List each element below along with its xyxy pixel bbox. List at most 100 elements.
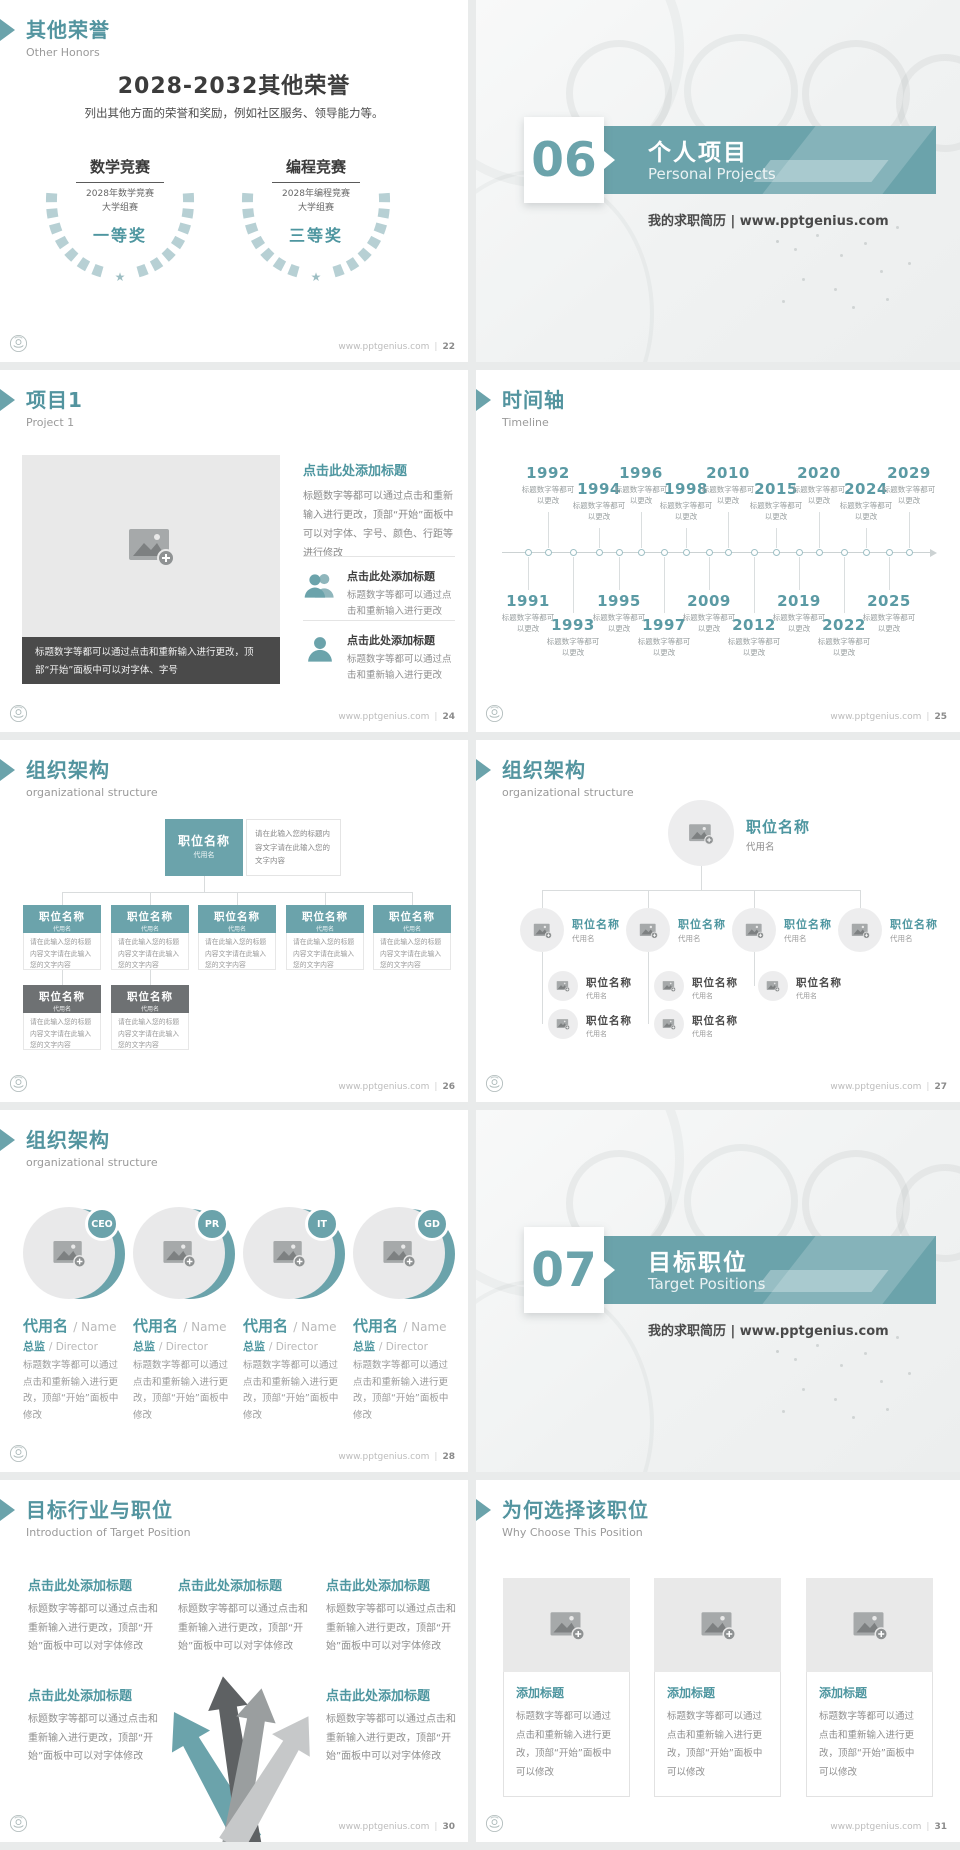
block-body: 标题数字等都可以通过点击和重新输入进行更改，顶部“开始”面板中可以对字体修改 [326, 1604, 456, 1652]
footer-site: www.pptgenius.com [830, 1822, 922, 1832]
header-title: 组织架构 [26, 758, 110, 782]
award-prize: 一等奖 [92, 226, 147, 245]
connector-line [542, 890, 543, 908]
slide-footer: www.pptgenius.com | 31 [830, 1822, 947, 1832]
role-name: 代用名 / Name [133, 1317, 227, 1335]
timeline-year: 1996 [619, 464, 663, 482]
header-subtitle: Timeline [502, 416, 549, 429]
info-card[interactable]: 添加标题 标题数字等都可以通过点击和重新输入进行更改，顶部“开始”面板中可以修改 [503, 1578, 630, 1798]
connector-line [62, 892, 63, 905]
item-body: 标题数字等都可以通过点击和重新输入进行更改 [347, 654, 452, 682]
section-tagline: 我的求职简历 | www.pptgenius.com [648, 1324, 889, 1339]
org-photo-node[interactable] [668, 800, 734, 866]
connector-line [150, 970, 151, 985]
role-post: 总监 / Director [133, 1340, 208, 1353]
image-placeholder [503, 1578, 630, 1672]
image-placeholder-icon [549, 1609, 585, 1641]
slide-org-structure-boxes[interactable]: 组织架构 organizational structure 职位名称 代用名 请… [0, 740, 468, 1102]
org-photo-node[interactable] [732, 908, 776, 952]
footer-page-number: 25 [934, 712, 947, 722]
footer-page-number: 30 [442, 1822, 455, 1832]
header-subtitle: organizational structure [26, 786, 158, 799]
slide-header: 组织架构 organizational structure [0, 1124, 158, 1169]
timeline-caption: 标题数字等都可以更改 [546, 637, 600, 658]
slide-header: 时间轴 Timeline [476, 384, 565, 429]
project-feature-item: 点击此处添加标题 标题数字等都可以通过点击和重新输入进行更改 [303, 568, 455, 620]
org-node-title: 职位名称 [586, 1015, 632, 1027]
org-node-label: 职位名称 代用名 [890, 916, 938, 944]
org-node-title: 职位名称 [678, 918, 726, 931]
header-arrow-icon [0, 1499, 15, 1521]
info-card[interactable]: 添加标题 标题数字等都可以通过点击和重新输入进行更改，顶部“开始”面板中可以修改 [654, 1578, 781, 1798]
role-avatar[interactable]: GD [353, 1207, 455, 1299]
info-card[interactable]: 添加标题 标题数字等都可以通过点击和重新输入进行更改，顶部“开始”面板中可以修改 [806, 1578, 933, 1798]
footer-site: www.pptgenius.com [338, 1082, 430, 1092]
slide-section-06[interactable]: 06 个人项目 Personal Projects 我的求职简历 | www.p… [476, 0, 960, 362]
timeline-caption: 标题数字等都可以更改 [792, 485, 846, 506]
image-placeholder[interactable] [22, 455, 280, 637]
timeline-year: 2020 [797, 464, 841, 482]
slide-target-position[interactable]: 目标行业与职位 Introduction of Target Position … [0, 1480, 468, 1842]
award-prize: 三等奖 [288, 226, 343, 245]
org-photo-node[interactable] [758, 971, 788, 1001]
item-heading: 点击此处添加标题 [347, 634, 435, 647]
org-node: 职位名称 代用名 请在此输入您的标题内容文字请在此输入您的文字内容 [286, 905, 364, 970]
honors-description: 列出其他方面的荣誉和奖励，例如社区服务、领导能力等。 [84, 106, 384, 120]
org-photo-node[interactable] [520, 908, 564, 952]
timeline-year: 1997 [642, 616, 686, 634]
timeline-dot [840, 549, 848, 556]
org-node-title: 职位名称 [796, 977, 842, 989]
role-post: 总监 / Director [23, 1340, 98, 1353]
footer-site: www.pptgenius.com [830, 712, 922, 722]
role-name: 代用名 / Name [353, 1317, 447, 1335]
slide-header: 项目1 Project 1 [0, 384, 83, 429]
role-name: 代用名 / Name [23, 1317, 117, 1335]
slide-project-1[interactable]: 项目1 Project 1 标题数字等都可以通过点击和重新输入进行更改，顶部“开… [0, 370, 468, 732]
block-body: 标题数字等都可以通过点击和重新输入进行更改，顶部“开始”面板中可以对字体修改 [178, 1604, 308, 1652]
image-placeholder-icon [745, 922, 764, 939]
org-node: 职位名称 代用名 请在此输入您的标题内容文字请在此输入您的文字内容 [198, 905, 276, 970]
card-body: 标题数字等都可以通过点击和重新输入进行更改，顶部“开始”面板中可以修改 [819, 1711, 915, 1778]
org-photo-node[interactable] [838, 908, 882, 952]
slide-header: 组织架构 organizational structure [476, 754, 634, 799]
slide-other-honors[interactable]: 其他荣誉 Other Honors 2028-2032其他荣誉 列出其他方面的荣… [0, 0, 468, 362]
role-avatar[interactable]: PR [133, 1207, 235, 1299]
org-node-title: 职位名称 [692, 1015, 738, 1027]
org-photo-node[interactable] [548, 1009, 578, 1039]
org-node-title: 职位名称 [214, 911, 260, 923]
org-photo-node[interactable] [654, 971, 684, 1001]
org-photo-node[interactable] [626, 908, 670, 952]
connector-line [204, 876, 205, 892]
role-avatar[interactable]: IT [243, 1207, 345, 1299]
role-avatar[interactable]: CEO [23, 1207, 125, 1299]
decor-world-map-dots [776, 240, 779, 243]
slide-org-structure-photos[interactable]: 组织架构 organizational structure 职位名称 代用名 职位… [476, 740, 960, 1102]
brand-logo [9, 1444, 28, 1463]
slide-footer: www.pptgenius.com | 24 [338, 712, 455, 722]
slide-why-choose[interactable]: 为何选择该职位 Why Choose This Position 添加标题 标题数… [476, 1480, 960, 1842]
connector-line [860, 890, 861, 908]
org-node: 职位名称 代用名 请在此输入您的标题内容文字请在此输入您的文字内容 [373, 905, 451, 970]
header-arrow-icon [0, 19, 15, 41]
slide-section-07[interactable]: 07 目标职位 Target Positions 我的求职简历 | www.pp… [476, 1110, 960, 1472]
org-node-sub: 代用名 [572, 934, 595, 943]
slide-timeline[interactable]: 时间轴 Timeline 1991 标题数字等都可以更改 1992 标题数字等都可以… [476, 370, 960, 732]
timeline-year: 2022 [822, 616, 866, 634]
brand-logo [9, 704, 28, 723]
banner-stripe [753, 1270, 889, 1292]
org-node-label: 职位名称 代用名 [784, 916, 832, 944]
timeline-caption: 标题数字等都可以更改 [572, 501, 626, 522]
brand-logo [485, 704, 504, 723]
honors-main-title: 2028-2032其他荣誉 [117, 74, 351, 99]
slide-org-structure-roles[interactable]: 组织架构 organizational structure CEO PR IT … [0, 1110, 468, 1472]
banner-notch-icon [604, 1261, 615, 1279]
footer-site: www.pptgenius.com [338, 1822, 430, 1832]
image-placeholder-icon [662, 1018, 676, 1030]
org-photo-node[interactable] [548, 971, 578, 1001]
award-detail-1: 2028年数学竞赛 [86, 189, 154, 199]
timeline-caption: 标题数字等都可以更改 [521, 485, 575, 506]
org-photo-node[interactable] [654, 1009, 684, 1039]
image-placeholder-icon [639, 922, 658, 939]
footer-site: www.pptgenius.com [338, 342, 430, 352]
timeline-year: 1993 [551, 616, 595, 634]
